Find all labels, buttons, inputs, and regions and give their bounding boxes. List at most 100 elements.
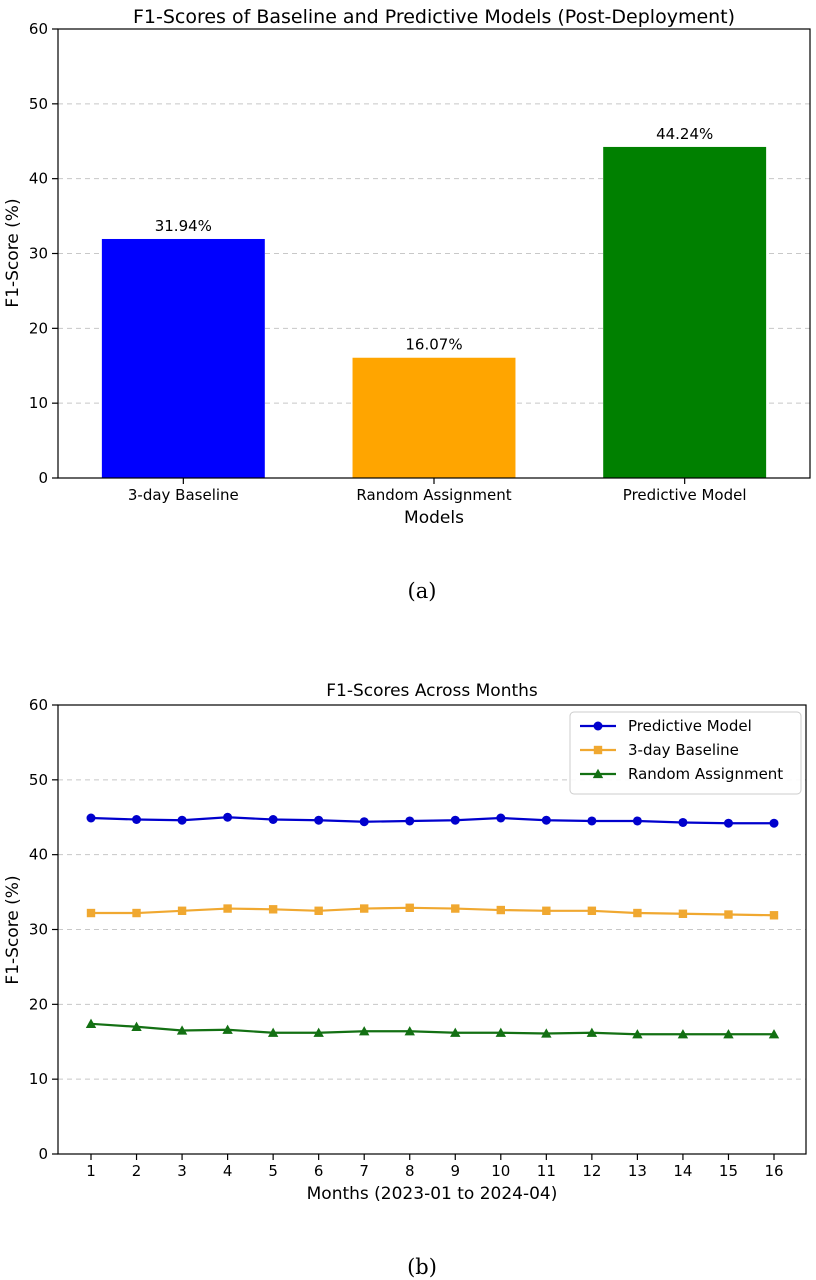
chart-b-data-point — [176, 1025, 188, 1035]
chart-a-bar-value-label: 16.07% — [405, 336, 462, 354]
chart-b-data-point — [632, 1029, 643, 1039]
chart-b-data-point — [769, 911, 779, 920]
chart-b-caption: (b) — [407, 1255, 437, 1279]
chart-b-data-point — [314, 815, 324, 825]
chart-a-bars: 31.94% 16.07% 44.24% — [101, 125, 767, 479]
chart-b-data-point — [359, 1026, 370, 1036]
chart-b-data-point — [86, 813, 96, 823]
chart-b-data-point — [496, 905, 505, 915]
chart-b-title: F1-Scores Across Months — [326, 681, 538, 701]
chart-b-y-tick-label: 10 — [29, 1070, 48, 1088]
chart-a-y-tick-label: 10 — [29, 394, 48, 412]
chart-a-bar-value-label: 44.24% — [656, 125, 713, 143]
chart-b-data-point — [541, 1028, 552, 1038]
chart-b-data-point — [268, 814, 278, 824]
chart-b-x-tick-label: 9 — [450, 1162, 460, 1180]
chart-a-x-tick-label: Random Assignment — [356, 486, 511, 504]
chart-b-data-point — [496, 813, 506, 823]
chart-b-data-point — [360, 904, 369, 913]
chart-b-data-point — [723, 1029, 734, 1039]
chart-b-legend-item: 3-day Baseline — [580, 741, 739, 759]
chart-b-data-point — [677, 1029, 689, 1039]
chart-b-data-point — [177, 815, 187, 825]
chart-b-data-point — [177, 906, 187, 915]
chart-b-data-point — [405, 816, 415, 826]
bar-chart-a: F1-Scores of Baseline and Predictive Mod… — [3, 6, 811, 603]
chart-b-legend-marker — [592, 768, 604, 779]
chart-b-y-tick-label: 0 — [38, 1145, 48, 1163]
chart-b-x-tick-label: 16 — [764, 1162, 783, 1180]
chart-b-series-0 — [86, 812, 779, 828]
chart-b-series — [85, 812, 780, 1039]
chart-a-y-tick-label: 0 — [38, 469, 48, 487]
chart-b-series-line — [90, 816, 774, 825]
chart-b-x-axis-label: Months (2023-01 to 2024-04) — [307, 1184, 558, 1204]
chart-b-x-tick-label: 1 — [86, 1162, 96, 1180]
chart-b-x-tick-label: 4 — [223, 1162, 233, 1180]
chart-b-x-tick-label: 14 — [673, 1162, 692, 1180]
chart-a-bar — [101, 238, 265, 478]
chart-b-data-point — [222, 1024, 233, 1034]
chart-b-y-tick-label: 50 — [29, 771, 48, 789]
chart-b-y-tick-label: 30 — [29, 921, 48, 939]
chart-b-x-tick-label: 5 — [268, 1162, 278, 1180]
chart-b-y-axis-label: F1-Score (%) — [3, 875, 23, 984]
chart-a-bar-value-label: 31.94% — [155, 217, 212, 235]
chart-b-data-point — [724, 910, 733, 919]
chart-b-x-tick-label: 13 — [628, 1162, 647, 1180]
chart-b-x-tick-label: 12 — [582, 1162, 601, 1180]
chart-b-data-point — [86, 908, 96, 918]
chart-b-data-point — [85, 1018, 97, 1028]
chart-b-legend-item: Predictive Model — [580, 717, 752, 735]
chart-b-data-point — [404, 1026, 415, 1036]
chart-b-data-point — [586, 1027, 598, 1037]
chart-a-x-tick-label: Predictive Model — [623, 486, 747, 504]
chart-b-data-point — [405, 903, 414, 912]
chart-b-data-point — [131, 1021, 142, 1031]
chart-b-data-point — [450, 1027, 461, 1037]
chart-b-data-point — [541, 815, 551, 825]
chart-b-data-point — [450, 815, 460, 825]
chart-b-x-tick-label: 3 — [177, 1162, 187, 1180]
chart-b-x-tick-label: 10 — [491, 1162, 510, 1180]
chart-a-y-tick-label: 60 — [29, 20, 48, 38]
chart-b-x-tick-label: 6 — [314, 1162, 324, 1180]
chart-a-caption: (a) — [408, 579, 437, 603]
chart-b-y-tick-label: 20 — [29, 995, 48, 1013]
chart-a-y-tick-label: 30 — [29, 245, 48, 263]
chart-b-data-point — [587, 906, 597, 915]
chart-b-data-point — [495, 1027, 506, 1037]
chart-a-bar — [603, 146, 767, 479]
chart-b-x-ticks: 1 2 3 4 5 6 7 8 9 10 11 12 13 14 15 16 — [86, 1154, 784, 1180]
chart-b-x-tick-label: 11 — [537, 1162, 556, 1180]
chart-b-x-tick-label: 8 — [405, 1162, 415, 1180]
chart-b-x-tick-label: 2 — [132, 1162, 142, 1180]
chart-a-y-tick-label: 20 — [29, 319, 48, 337]
chart-b-data-point — [314, 906, 323, 915]
chart-b-data-point — [268, 905, 278, 914]
chart-b-series-2 — [85, 1018, 780, 1039]
chart-b-data-point — [678, 817, 688, 827]
chart-b-legend-label: 3-day Baseline — [628, 741, 739, 759]
chart-b-y-tick-label: 40 — [29, 846, 48, 864]
chart-b-data-point — [542, 906, 551, 915]
chart-b-data-point — [633, 908, 642, 918]
chart-a-y-tick-label: 50 — [29, 95, 48, 113]
chart-b-legend-item: Random Assignment — [580, 765, 783, 783]
chart-b-x-tick-label: 15 — [719, 1162, 738, 1180]
chart-a-title: F1-Scores of Baseline and Predictive Mod… — [133, 6, 735, 28]
chart-a-x-ticks: 3-day Baseline Random Assignment Predictiv… — [128, 478, 747, 504]
chart-b-legend-box — [569, 711, 802, 795]
chart-b-data-point — [723, 818, 733, 828]
chart-b-y-tick-label: 60 — [29, 696, 48, 714]
chart-b-data-point — [223, 904, 232, 913]
chart-a-y-tick-label: 40 — [29, 170, 48, 188]
chart-b-data-point — [223, 812, 233, 822]
chart-b-data-point — [313, 1027, 324, 1037]
chart-b-data-point — [451, 904, 460, 913]
chart-b-data-point — [769, 818, 779, 828]
chart-b-legend-marker — [593, 721, 603, 731]
chart-b-legend-label: Predictive Model — [628, 717, 752, 735]
